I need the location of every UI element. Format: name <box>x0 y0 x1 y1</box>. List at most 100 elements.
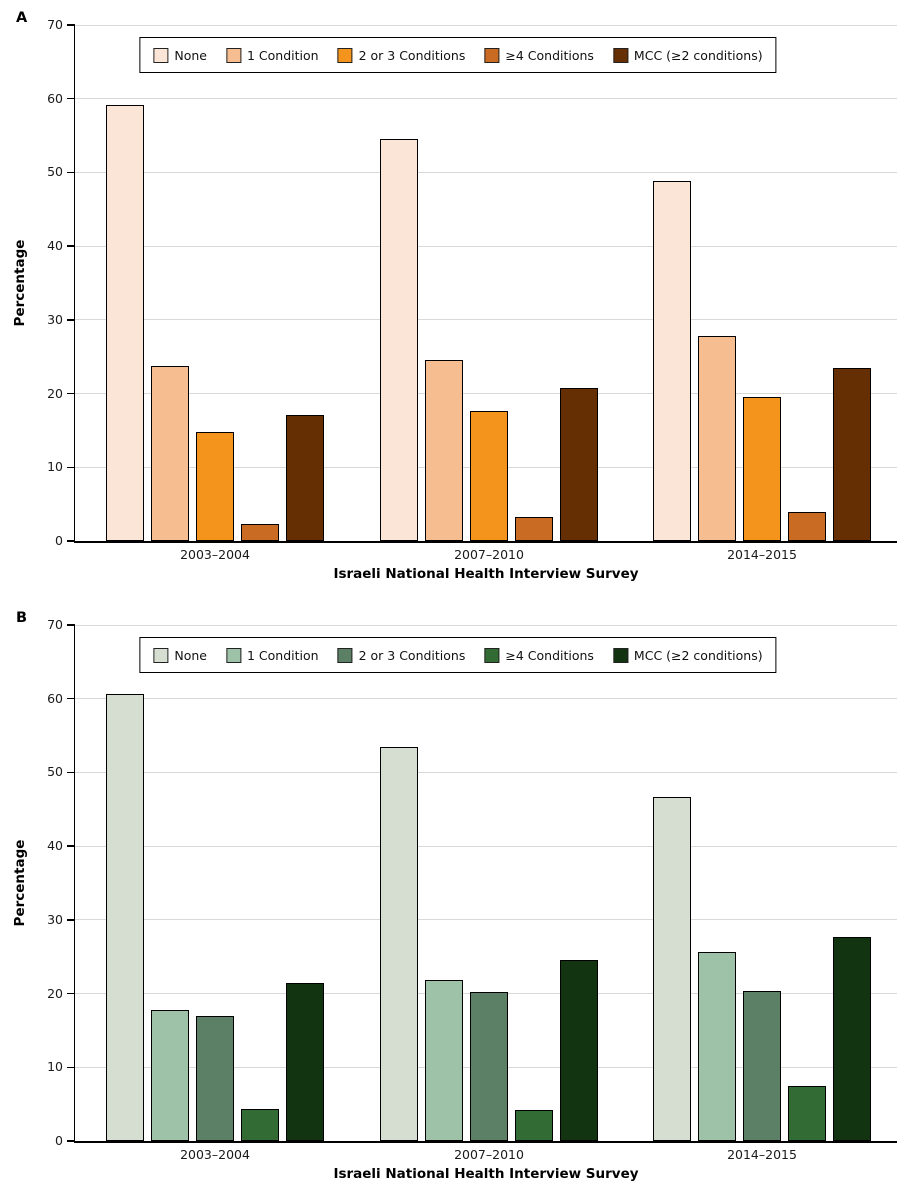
y-tick <box>67 24 75 26</box>
panel-a: A Percentage 0 10 20 30 40 50 60 70 2003–2004 200… <box>12 10 897 582</box>
legend-swatch-icon <box>153 647 169 663</box>
legend-swatch-icon <box>226 647 242 663</box>
legend-label: ≥4 Conditions <box>505 647 594 663</box>
bar <box>698 336 736 541</box>
bar <box>788 512 826 541</box>
y-tick-label: 40 <box>47 838 63 854</box>
bar <box>470 992 508 1141</box>
gridline <box>75 245 897 247</box>
legend-label: 2 or 3 Conditions <box>358 47 466 63</box>
y-tick <box>67 624 75 626</box>
y-tick-label: 30 <box>47 911 63 927</box>
legend-item: 2 or 3 Conditions <box>337 647 465 663</box>
legend-item: MCC (≥2 conditions) <box>612 47 763 63</box>
y-tick <box>67 171 75 174</box>
legend-label: None <box>174 47 208 63</box>
legend: None 1 Condition 2 or 3 Conditions ≥4 Condi… <box>139 637 777 673</box>
y-tick-label: 10 <box>47 1059 63 1075</box>
bar <box>515 1110 553 1141</box>
y-tick-label: 60 <box>47 690 63 706</box>
y-tick <box>67 540 75 542</box>
y-tick <box>67 771 75 774</box>
legend-swatch-icon <box>226 47 242 63</box>
gridline <box>75 24 897 26</box>
y-tick <box>67 466 75 469</box>
y-tick-label: 40 <box>47 238 63 254</box>
x-axis-line <box>73 1141 897 1143</box>
legend-swatch-icon <box>337 47 353 63</box>
gridline <box>75 98 897 100</box>
bar <box>653 181 691 541</box>
legend-label: 1 Condition <box>247 647 319 663</box>
panel-b: B Percentage 0 10 20 30 40 50 60 70 2003–2004 200… <box>0 600 916 1197</box>
bar <box>560 959 598 1141</box>
y-tick <box>67 319 75 321</box>
x-tick-label: 2003–2004 <box>180 1147 250 1162</box>
bar <box>743 397 781 541</box>
gridline <box>75 393 897 395</box>
legend-item: None <box>153 647 207 663</box>
y-tick-label: 0 <box>55 1133 63 1148</box>
y-tick <box>67 245 75 247</box>
bar <box>560 387 598 541</box>
bar <box>196 431 234 541</box>
gridline <box>75 771 897 773</box>
legend-item: MCC (≥2 conditions) <box>612 647 763 663</box>
y-tick <box>67 697 75 700</box>
gridline <box>75 319 897 321</box>
bar <box>833 936 871 1141</box>
plot-area: 0 10 20 30 40 50 60 70 2003–2004 2007–2010 2014–20… <box>47 17 897 562</box>
gridline <box>75 171 897 173</box>
bar <box>788 1086 826 1141</box>
y-tick-label: 60 <box>47 90 63 106</box>
y-tick-label: 20 <box>47 985 63 1001</box>
y-axis-line <box>73 625 75 1141</box>
legend-swatch-icon <box>612 647 628 663</box>
bar <box>241 524 279 541</box>
y-tick <box>67 1140 75 1142</box>
y-tick <box>67 919 75 921</box>
legend-item: 1 Condition <box>226 47 319 63</box>
x-tick-label: 2014–2015 <box>727 1147 797 1162</box>
bar <box>698 951 736 1141</box>
y-tick-label: 0 <box>55 533 63 548</box>
bar <box>425 360 463 541</box>
bar <box>470 410 508 541</box>
y-tick-label: 70 <box>47 17 63 32</box>
bar <box>653 797 691 1141</box>
y-tick <box>67 97 75 100</box>
y-tick-label: 50 <box>47 764 63 780</box>
y-tick-label: 50 <box>47 164 63 180</box>
bar <box>380 139 418 541</box>
legend-label: MCC (≥2 conditions) <box>633 647 763 663</box>
bar <box>241 1108 279 1141</box>
x-axis-line <box>73 541 897 543</box>
bar <box>286 414 324 541</box>
bar <box>286 982 324 1141</box>
panel-label: B <box>16 610 28 626</box>
bar <box>515 517 553 541</box>
bar <box>151 1009 189 1141</box>
gridline <box>75 845 897 847</box>
legend: None 1 Condition 2 or 3 Conditions ≥4 Condi… <box>139 37 777 73</box>
legend-item: 1 Condition <box>226 647 319 663</box>
bar <box>106 693 144 1141</box>
x-tick-label: 2003–2004 <box>180 547 250 562</box>
y-tick-label: 10 <box>47 459 63 475</box>
gridline <box>75 624 897 626</box>
gridline <box>75 919 897 921</box>
legend-swatch-icon <box>484 647 500 663</box>
bar <box>196 1015 234 1141</box>
legend-item: ≥4 Conditions <box>484 647 594 663</box>
x-tick-label: 2014–2015 <box>727 547 797 562</box>
legend-swatch-icon <box>484 47 500 63</box>
x-axis-title: Israeli National Health Interview Survey <box>333 566 639 582</box>
y-tick <box>67 992 75 995</box>
bar <box>151 366 189 541</box>
panel-label: A <box>16 10 28 26</box>
legend-label: 1 Condition <box>247 47 319 63</box>
plot-area: 0 10 20 30 40 50 60 70 2003–2004 2007–2010 2014–20… <box>0 600 916 1197</box>
y-tick <box>67 1066 75 1069</box>
bar <box>380 746 418 1141</box>
